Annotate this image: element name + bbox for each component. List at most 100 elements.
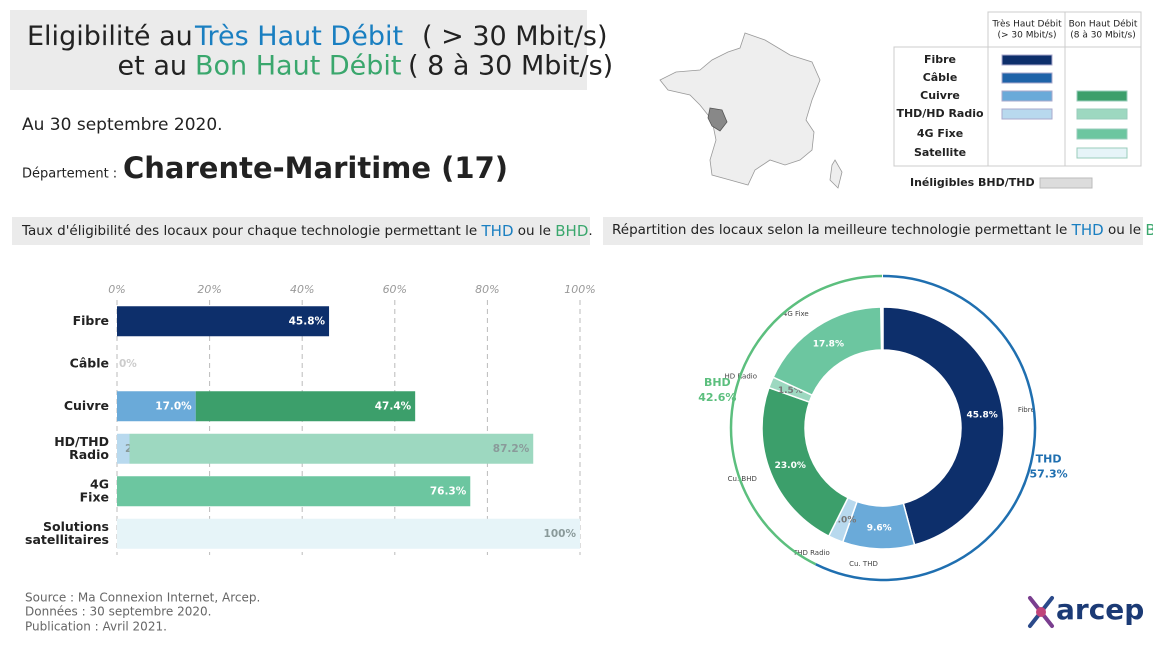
chart-title-part: . [588,223,592,239]
donut-slice [882,306,1005,546]
slice-label: Cu. BHD [728,475,757,483]
bar [117,391,196,422]
chart-title: Taux d'éligibilité des locaux pour chaqu… [21,222,593,240]
group-value: 57.3% [1029,468,1067,481]
legend-label: THD/HD Radio [896,107,984,120]
department: Charente-Maritime (17) [123,151,508,185]
header-highlight: Très Haut Débit [194,21,403,52]
bar [117,433,130,464]
y-tick-label: Fibre [73,313,109,328]
chart-title: Répartition des locaux selon la meilleur… [612,221,1153,239]
slice-label: Cu. THD [849,560,878,568]
y-tick-label: Solutions [43,519,109,534]
header-line1: Eligibilité auTrès Haut Débit ( > 30 Mbit… [27,21,607,52]
header-lead: et au [118,51,187,82]
data-label: 2.0% [831,516,856,526]
department-shape [707,107,728,132]
data-label: 87.2% [493,443,530,455]
bar [129,433,534,464]
y-tick-label: Radio [69,447,109,462]
donut-slice [772,306,883,397]
legend [893,11,1142,167]
x-tick-label: 20% [197,283,221,296]
data-label: 17.0% [155,400,192,412]
logo: arcep [1056,593,1144,626]
chart-title-part: Répartition des locaux selon la meilleur… [612,222,1072,238]
legend-column-header: Bon Haut Débit [1069,19,1138,30]
header-speed: ( > 30 Mbit/s) [422,21,607,52]
slice-label: THD Radio [792,549,830,557]
chart-title-part: Taux d'éligibilité des locaux pour chaqu… [21,223,482,239]
slice-label: 4G Fixe [783,310,809,318]
chart-title-part: THD [1071,221,1104,239]
section-box [12,217,590,245]
map [659,32,843,189]
y-tick-label: Cuivre [64,398,109,413]
data-label: 100% [544,528,577,540]
chart-title-part: BHD [555,222,588,240]
header-highlight: Bon Haut Débit [195,51,402,82]
data-label: 23.0% [775,461,806,471]
legend-label: Fibre [924,53,956,66]
bar [117,306,330,337]
data-label: 76.3% [430,485,467,497]
legend-swatch [1076,147,1128,159]
section-box [603,217,1143,245]
header-lead: Eligibilité au [27,21,193,52]
header-box [10,10,587,90]
outer-arc [815,274,1037,582]
bar [195,391,416,422]
logo-icon [1028,596,1054,628]
legend-column-header: (8 à 30 Mbit/s) [1070,31,1136,41]
chart-title-part: BHD [1145,221,1153,239]
group-label: BHD [704,376,731,389]
legend-label: Câble [923,71,958,84]
corsica-shape [829,159,843,189]
legend-swatch [1001,54,1053,66]
legend-swatch [1076,108,1128,120]
bar [117,476,471,507]
y-tick-label: HD/THD [54,434,109,449]
legend-swatch [1039,177,1093,189]
outer-arc [729,274,883,566]
date: Au 30 septembre 2020. [22,115,223,135]
legend-swatch [1001,90,1053,102]
y-tick-label: Fixe [80,489,109,504]
legend-label: Cuivre [920,89,960,102]
data-label: 1.5% [778,386,803,396]
chart-title-part: ou le [1104,222,1146,238]
department-label: Département : [22,167,117,182]
y-tick-label: satellitaires [25,532,109,547]
legend-label: 4G Fixe [917,127,963,140]
data-label: 45.8% [967,410,998,420]
data-label: 9.6% [867,523,892,533]
slice-label: Fibre [1018,406,1035,414]
group-label: THD [1036,453,1062,466]
data-label: 17.8% [813,340,844,350]
data-label: 47.4% [375,400,412,412]
group-value: 42.6% [698,391,736,404]
legend-column-header: Très Haut Débit [991,19,1062,30]
source: Données : 30 septembre 2020. [25,605,211,619]
data-label: 0% [119,358,137,370]
source: Publication : Avril 2021. [25,620,167,634]
header-speed: ( 8 à 30 Mbit/s) [408,51,613,82]
legend-swatch [1001,72,1053,84]
y-tick-label: 4G [90,476,109,491]
y-tick-label: Câble [70,355,109,370]
legend-swatch [1076,128,1128,140]
france-shape [659,32,821,186]
legend-label: Inéligibles BHD/THD [910,176,1035,189]
legend-swatch [1001,108,1053,120]
legend-swatch [1076,90,1128,102]
legend-label: Satellite [914,146,966,159]
chart-title-part: THD [481,222,514,240]
x-tick-label: 60% [383,283,407,296]
x-tick-label: 40% [290,283,314,296]
x-tick-label: 100% [564,283,595,296]
chart-title-part: ou le [514,223,556,239]
legend-column-header: (> 30 Mbit/s) [998,31,1057,41]
bar [117,518,580,549]
data-label: 45.8% [289,315,326,327]
